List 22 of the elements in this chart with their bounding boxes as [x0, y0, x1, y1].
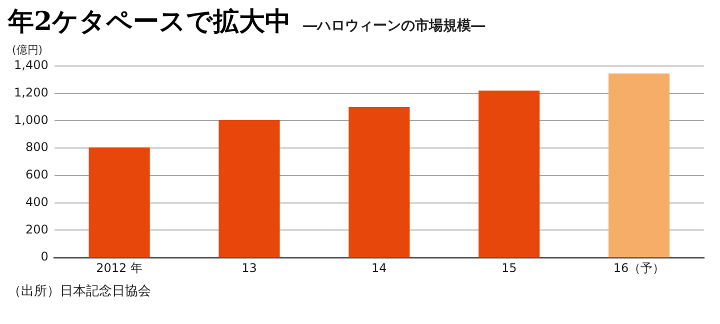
y-tick-label: 600 — [25, 168, 48, 182]
x-tick-label: 2012 年 — [96, 260, 142, 275]
y-tick-label: 1,200 — [14, 85, 48, 100]
y-axis-title: (億円) — [12, 43, 43, 56]
y-tick-label: 0 — [40, 250, 48, 264]
x-tick-label: 15 — [501, 260, 517, 275]
bar — [348, 107, 410, 258]
y-tick-label: 800 — [25, 140, 48, 154]
x-tick-label: 16（予） — [613, 260, 665, 275]
y-tick-label: 200 — [25, 222, 48, 236]
x-tick-label: 14 — [372, 260, 387, 275]
chart-title: 年2ケタペースで拡大中 — [8, 6, 292, 39]
text: （出所）日本記念日協会 — [8, 283, 152, 300]
y-tick-label: 400 — [25, 194, 48, 209]
chart-subtitle: ―ハロウィーンの市場規模― — [303, 17, 486, 35]
y-tick-label: 1,000 — [14, 112, 48, 127]
bar — [608, 74, 670, 258]
bar — [218, 120, 280, 258]
bar — [88, 147, 150, 258]
y-tick-label: 1,400 — [14, 58, 48, 72]
x-tick-label: 13 — [242, 260, 257, 275]
bar — [478, 90, 540, 258]
